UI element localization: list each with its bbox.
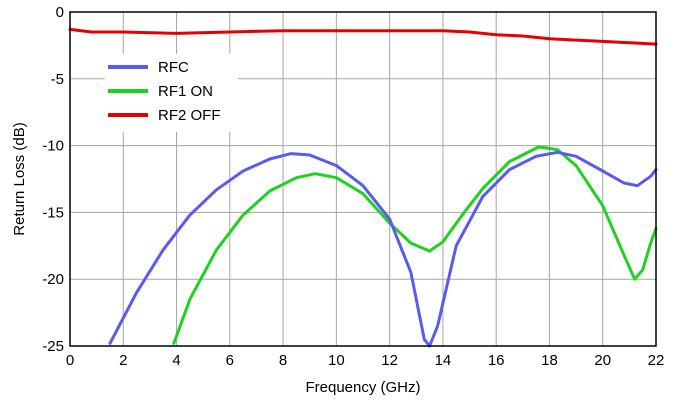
x-tick-labels: 0 2 4 6 8 10 12 14 16 18 20 22: [66, 352, 665, 369]
x-tick-label: 10: [328, 352, 345, 369]
series-layer: [68, 27, 658, 348]
x-tick-label: 16: [488, 352, 505, 369]
x-tick-label: 22: [648, 352, 665, 369]
y-tick-label: 0: [56, 4, 64, 21]
series-line-rf1-on: [172, 145, 658, 345]
plot-frame: [69, 11, 657, 347]
legend: RFC RF1 ON RF2 OFF: [105, 54, 238, 132]
legend-label: RFC: [158, 59, 189, 76]
x-tick-label: 8: [279, 352, 287, 369]
y-tick-label: -20: [42, 271, 64, 288]
x-tick-label: 2: [119, 352, 127, 369]
y-tick-label: -25: [42, 338, 64, 355]
x-axis-label: Frequency (GHz): [305, 379, 420, 396]
series-line-rf2-off: [68, 27, 658, 46]
legend-label: RF2 OFF: [158, 107, 221, 124]
x-tick-label: 12: [381, 352, 398, 369]
x-tick-label: 18: [541, 352, 558, 369]
x-tick-label: 4: [172, 352, 180, 369]
y-tick-label: -15: [42, 204, 64, 221]
series-line-rfc: [108, 150, 658, 348]
x-tick-label: 20: [594, 352, 611, 369]
legend-label: RF1 ON: [158, 83, 213, 100]
x-tick-label: 0: [66, 352, 74, 369]
y-axis-label: Return Loss (dB): [11, 122, 28, 235]
y-tick-labels: 0 -5 -10 -15 -20 -25: [42, 4, 64, 355]
x-tick-label: 6: [226, 352, 234, 369]
y-tick-label: -5: [51, 71, 64, 88]
x-tick-label: 14: [435, 352, 452, 369]
y-tick-label: -10: [42, 138, 64, 155]
